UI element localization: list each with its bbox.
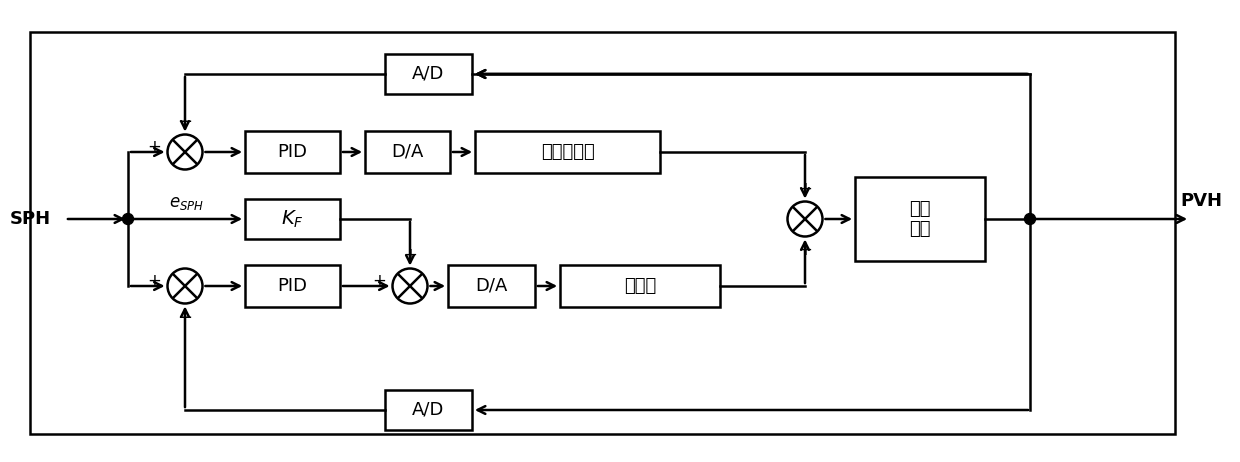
- FancyBboxPatch shape: [246, 265, 340, 307]
- FancyBboxPatch shape: [560, 265, 720, 307]
- Text: 箱体
管路: 箱体 管路: [909, 200, 931, 238]
- Text: +: +: [148, 272, 161, 290]
- Text: D/A: D/A: [392, 143, 424, 161]
- Text: 再生加热器: 再生加热器: [541, 143, 594, 161]
- FancyBboxPatch shape: [856, 177, 985, 261]
- FancyBboxPatch shape: [384, 390, 472, 430]
- FancyBboxPatch shape: [365, 131, 450, 173]
- FancyBboxPatch shape: [384, 54, 472, 94]
- FancyBboxPatch shape: [246, 199, 340, 239]
- Text: D/A: D/A: [475, 277, 507, 295]
- Text: 加湿器: 加湿器: [624, 277, 656, 295]
- Text: PVH: PVH: [1180, 192, 1221, 210]
- Text: A/D: A/D: [413, 401, 445, 419]
- Text: +: +: [799, 242, 812, 260]
- FancyBboxPatch shape: [475, 131, 660, 173]
- Text: −: −: [177, 113, 192, 130]
- Circle shape: [1024, 213, 1035, 225]
- Text: +: +: [148, 138, 161, 156]
- Circle shape: [123, 213, 134, 225]
- Text: PID: PID: [278, 143, 308, 161]
- Text: $K_F$: $K_F$: [281, 208, 304, 230]
- Text: +: +: [799, 180, 812, 197]
- Text: +: +: [403, 247, 417, 265]
- Text: $e_{SPH}$: $e_{SPH}$: [169, 194, 205, 212]
- Text: A/D: A/D: [413, 65, 445, 83]
- FancyBboxPatch shape: [448, 265, 534, 307]
- FancyBboxPatch shape: [246, 131, 340, 173]
- Text: +: +: [373, 272, 387, 290]
- Text: SPH: SPH: [10, 210, 51, 228]
- Text: −: −: [177, 309, 192, 327]
- Text: PID: PID: [278, 277, 308, 295]
